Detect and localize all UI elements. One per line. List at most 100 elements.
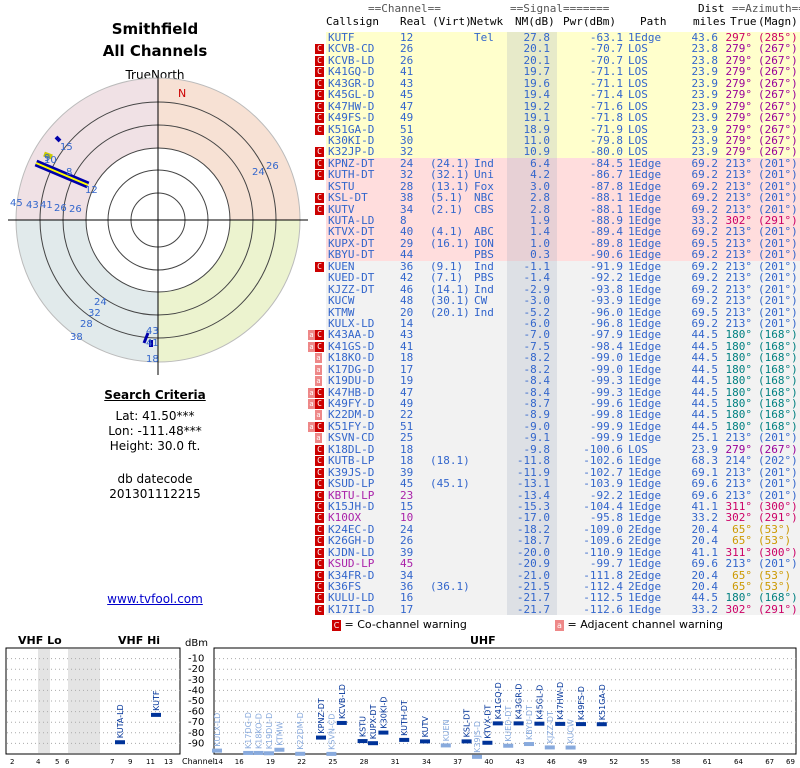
- callsign[interactable]: KUED-DT: [328, 271, 375, 285]
- callsign[interactable]: KSUD-LP: [328, 477, 375, 491]
- callsign[interactable]: K10OX: [328, 511, 362, 525]
- callsign[interactable]: K24EC-D: [328, 522, 375, 536]
- station-bar: [368, 741, 378, 746]
- callsign[interactable]: K45GL-D: [328, 88, 375, 102]
- nm-column-shade: [507, 569, 557, 581]
- azimuth-magnetic: (267°): [758, 42, 798, 56]
- callsign[interactable]: KBTU-LP: [328, 488, 375, 502]
- callsign[interactable]: K30KI-D: [328, 133, 375, 147]
- callsign[interactable]: K15JH-D: [328, 499, 375, 513]
- callsign[interactable]: KUTA-LD: [328, 214, 375, 227]
- callsign[interactable]: KCVB-LD: [328, 53, 375, 67]
- distance: 23.8: [691, 42, 719, 56]
- channels-title: All Channels: [102, 42, 208, 60]
- azimuth-magnetic: (201°): [758, 202, 798, 216]
- row-background: [326, 134, 800, 147]
- callsign[interactable]: K34FR-D: [328, 568, 375, 582]
- station-label: K19DU-D: [265, 713, 274, 750]
- callsign[interactable]: KPNZ-DT: [328, 156, 375, 170]
- callsign[interactable]: K51FY-D: [328, 419, 375, 433]
- callsign[interactable]: KSVN-CD: [328, 431, 375, 445]
- nm-column-shade: [507, 192, 557, 204]
- callsign[interactable]: K49FY-D: [328, 397, 375, 410]
- callsign[interactable]: KULX-LD: [328, 316, 375, 330]
- adjacent-channel-marker: a: [555, 619, 564, 631]
- callsign[interactable]: K26GH-D: [328, 534, 375, 548]
- azimuth-magnetic: (168°): [758, 419, 798, 433]
- signal-power: -111.8: [583, 568, 623, 582]
- distance: 23.9: [691, 76, 719, 90]
- table-row: KUPX-DT 29 (16.1) ION 1.0 -89.8 1Edge 69.5 213° (…: [310, 236, 800, 250]
- noise-margin: -8.2: [523, 351, 551, 365]
- callsign[interactable]: KBYU-DT: [328, 248, 375, 262]
- callsign[interactable]: KUTF: [328, 31, 355, 44]
- callsign[interactable]: K49FS-D: [328, 111, 375, 125]
- callsign[interactable]: KUTH-DT: [328, 168, 375, 182]
- callsign[interactable]: K47HW-D: [328, 99, 375, 113]
- table-row: C KSUD-LP 45 (45.1) -13.1 -103.9 1Edge 69.6 213°…: [310, 477, 800, 491]
- azimuth-magnetic: (168°): [758, 374, 798, 388]
- callsign[interactable]: K43GR-D: [328, 76, 375, 90]
- callsign[interactable]: KSL-DT: [328, 191, 368, 205]
- tvfool-link[interactable]: www.tvfool.com: [107, 592, 203, 606]
- network: PBS: [474, 271, 494, 285]
- callsign[interactable]: KTVX-DT: [328, 225, 375, 239]
- callsign[interactable]: K41GQ-D: [328, 65, 375, 79]
- distance: 41.1: [691, 545, 719, 559]
- callsign[interactable]: KUTV: [328, 202, 355, 216]
- callsign[interactable]: KSUD-LP: [328, 557, 375, 571]
- azimuth-true: 214°: [725, 454, 753, 468]
- network: Ind: [474, 282, 494, 296]
- co-channel-flag: C: [315, 547, 324, 558]
- callsign[interactable]: KJDN-LD: [328, 545, 375, 559]
- station-bar: [264, 751, 274, 756]
- azimuth-magnetic: (168°): [758, 397, 798, 410]
- real-channel: 51: [400, 419, 414, 433]
- table-row: C KPNZ-DT 24 (24.1) Ind 6.4 -84.5 1Edge 69.2 213°…: [310, 156, 800, 170]
- callsign[interactable]: KUEN: [328, 259, 355, 273]
- callsign[interactable]: KUCW: [328, 294, 355, 308]
- header-dist-group: Dist: [698, 2, 725, 15]
- azimuth-magnetic: (267°): [758, 65, 798, 79]
- callsign[interactable]: KTMW: [328, 305, 355, 319]
- callsign[interactable]: K17II-D: [328, 602, 375, 616]
- callsign[interactable]: K36FS: [328, 580, 362, 593]
- path-type: LOS: [628, 111, 648, 125]
- callsign[interactable]: K17DG-D: [328, 362, 375, 376]
- azimuth-true: 279°: [725, 442, 753, 456]
- virtual-channel: (24.1): [430, 156, 470, 170]
- location-title: Smithfield: [111, 20, 199, 38]
- callsign[interactable]: KCVB-CD: [328, 42, 375, 56]
- station-table: ==Channel== ==Signal======= Dist ==Azimu…: [308, 0, 800, 620]
- noise-margin: 1.4: [530, 225, 550, 239]
- distance: 69.6: [691, 488, 719, 502]
- callsign[interactable]: K18DL-D: [328, 442, 375, 456]
- path-type: 1Edge: [628, 477, 662, 491]
- azimuth-magnetic: (300°): [758, 545, 798, 559]
- callsign[interactable]: K47HB-D: [328, 385, 375, 399]
- callsign[interactable]: K19DU-D: [328, 374, 375, 388]
- callsign[interactable]: K41GS-D: [328, 339, 375, 353]
- signal-power: -96.8: [589, 316, 623, 330]
- real-channel: 39: [400, 545, 414, 559]
- distance: 69.1: [691, 465, 719, 479]
- callsign[interactable]: K43AA-D: [328, 328, 375, 342]
- callsign[interactable]: K32JP-D: [328, 145, 375, 159]
- callsign[interactable]: KULU-LD: [328, 591, 375, 605]
- callsign[interactable]: K18KO-D: [328, 351, 375, 365]
- noise-margin: -21.7: [516, 602, 550, 616]
- azimuth-true: 279°: [725, 122, 753, 136]
- adjacent-channel-flag: a: [315, 364, 322, 375]
- callsign[interactable]: K22DM-D: [328, 408, 375, 422]
- callsign[interactable]: KJZZ-DT: [328, 282, 375, 296]
- callsign[interactable]: KSTU: [328, 179, 355, 193]
- path-type: 1Edge: [628, 214, 662, 227]
- callsign[interactable]: K39JS-D: [328, 465, 375, 479]
- callsign[interactable]: K51GA-D: [328, 122, 375, 136]
- nm-column-shade: [507, 363, 557, 376]
- callsign[interactable]: KUTB-LP: [328, 454, 375, 468]
- row-background: [326, 340, 800, 353]
- callsign[interactable]: KUPX-DT: [328, 236, 375, 250]
- network: CW: [474, 294, 488, 308]
